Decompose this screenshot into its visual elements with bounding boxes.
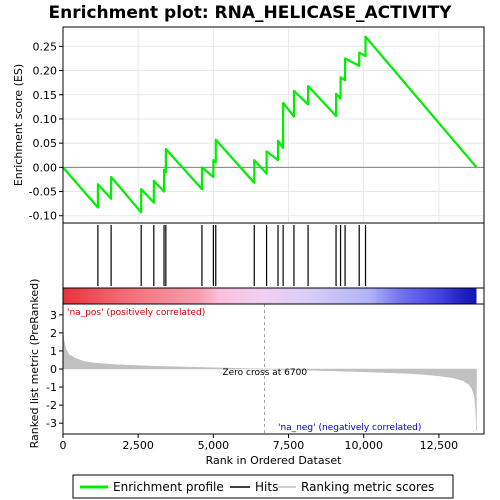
es-y-tick-label: 0.10 [33,113,58,126]
hits-panel-frame [62,222,485,289]
ranked-metric-panel: 3 2 1 0 -1 -2 -3 Zero cross at 6700 'na_pos' (po… [28,279,485,449]
enrichment-profile-line [62,35,478,214]
x-tick-label: 0 [60,439,67,452]
metric-y-axis-label: Ranked list metric (PreRanked) [28,279,41,449]
zero-cross-label: Zero cross at 6700 [222,368,307,378]
x-tick-label: 12,500 [420,439,459,452]
legend-frame [72,474,454,499]
es-y-tick-label: -0.05 [29,186,57,199]
positive-correlation-label: 'na_pos' (positively correlated) [67,308,205,318]
x-tick-label: 5,000 [198,439,230,452]
ranked-list-colorbar [62,287,485,305]
negative-correlation-label: 'na_neg' (negatively correlated) [278,423,421,433]
metric-y-tick-label: 1 [50,345,57,358]
metric-y-tick-label: -1 [46,381,57,394]
metric-y-tick-label: 0 [50,363,57,376]
legend-label: Enrichment profile [113,480,224,494]
x-tick-label: 10,000 [344,439,383,452]
ranked-list-colorbar-fill [63,288,477,304]
legend-label: Ranking metric scores [301,480,434,494]
metric-y-tick-label: 3 [50,309,57,322]
es-y-axis-label: Enrichment score (ES) [12,64,25,186]
legend: Enrichment profile Hits Ranking metric sco… [72,474,454,499]
x-tick-label: 7,500 [273,439,305,452]
es-y-tick-label: 0.20 [33,65,58,78]
rank-x-axis: 0 2,500 5,000 7,500 10,000 12,500 Rank in Orde… [60,434,459,467]
x-tick-label: 2,500 [122,439,154,452]
x-axis-label: Rank in Ordered Dataset [206,454,343,467]
metric-y-tick-label: -3 [46,417,57,430]
ranking-metric-area [62,331,477,431]
plot-title: Enrichment plot: RNA_HELICASE_ACTIVITY [49,3,453,23]
es-y-tick-label: 0.00 [33,161,58,174]
legend-label: Hits [255,480,278,494]
metric-y-tick-label: 2 [50,327,57,340]
hits-panel [62,222,485,289]
es-panel: -0.10 -0.05 0.00 0.05 0.10 0.15 0.20 0.25 Enrich… [12,26,485,224]
es-y-tick-label: 0.05 [33,137,58,150]
es-y-tick-label: -0.10 [29,210,57,223]
es-y-tick-label: 0.25 [33,40,58,53]
es-y-tick-label: 0.15 [33,89,58,102]
metric-y-tick-label: -2 [46,399,57,412]
metric-panel-frame [62,303,485,435]
